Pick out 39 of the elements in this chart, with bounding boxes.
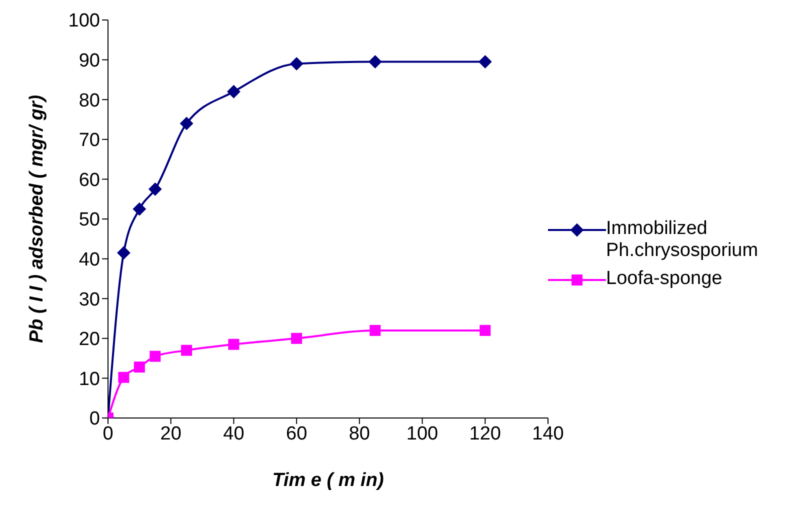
point	[228, 338, 240, 350]
point	[134, 362, 145, 373]
point	[478, 55, 492, 68]
x-tick-label: 100	[406, 423, 438, 444]
point	[291, 332, 302, 344]
x-tick-label: 0	[102, 423, 114, 444]
y-tick-label: 0	[89, 408, 100, 430]
point	[148, 182, 162, 196]
point	[118, 372, 130, 383]
y-tick-label: 30	[78, 289, 100, 310]
point	[181, 344, 192, 356]
x-tick-label: 20	[160, 423, 182, 444]
point	[180, 116, 194, 130]
point	[150, 350, 161, 362]
x-tick-label: 60	[286, 423, 308, 444]
x-tick-label: 120	[469, 423, 501, 444]
y-tick-label: 80	[78, 90, 100, 112]
point	[480, 324, 491, 336]
x-axis-title: Tim e ( m in)	[272, 470, 384, 491]
point	[370, 324, 381, 336]
y-axis-title: Pb ( I I ) adsorbed ( mgr/ gr)	[26, 94, 48, 344]
y-tick-label: 20	[78, 329, 100, 350]
x-tick-label: 80	[348, 423, 370, 444]
y-tick-label: 90	[78, 50, 100, 72]
legend-label: Immobilized Ph.chrysosporium	[606, 218, 760, 262]
point	[368, 55, 382, 68]
y-tick-label: 70	[78, 130, 100, 152]
point	[117, 246, 130, 260]
point	[290, 57, 304, 70]
y-tick-label: 40	[78, 250, 100, 271]
y-tick-label: 50	[78, 210, 100, 231]
x-tick-label: 40	[223, 423, 244, 444]
y-tick-label: 60	[78, 170, 100, 191]
x-tick-label: 140	[532, 423, 564, 444]
y-tick-label: 10	[78, 368, 100, 390]
legend-label: Loofa-sponge	[606, 268, 722, 290]
y-tick-label: 100	[68, 10, 100, 32]
point	[132, 202, 146, 216]
point	[227, 85, 240, 98]
